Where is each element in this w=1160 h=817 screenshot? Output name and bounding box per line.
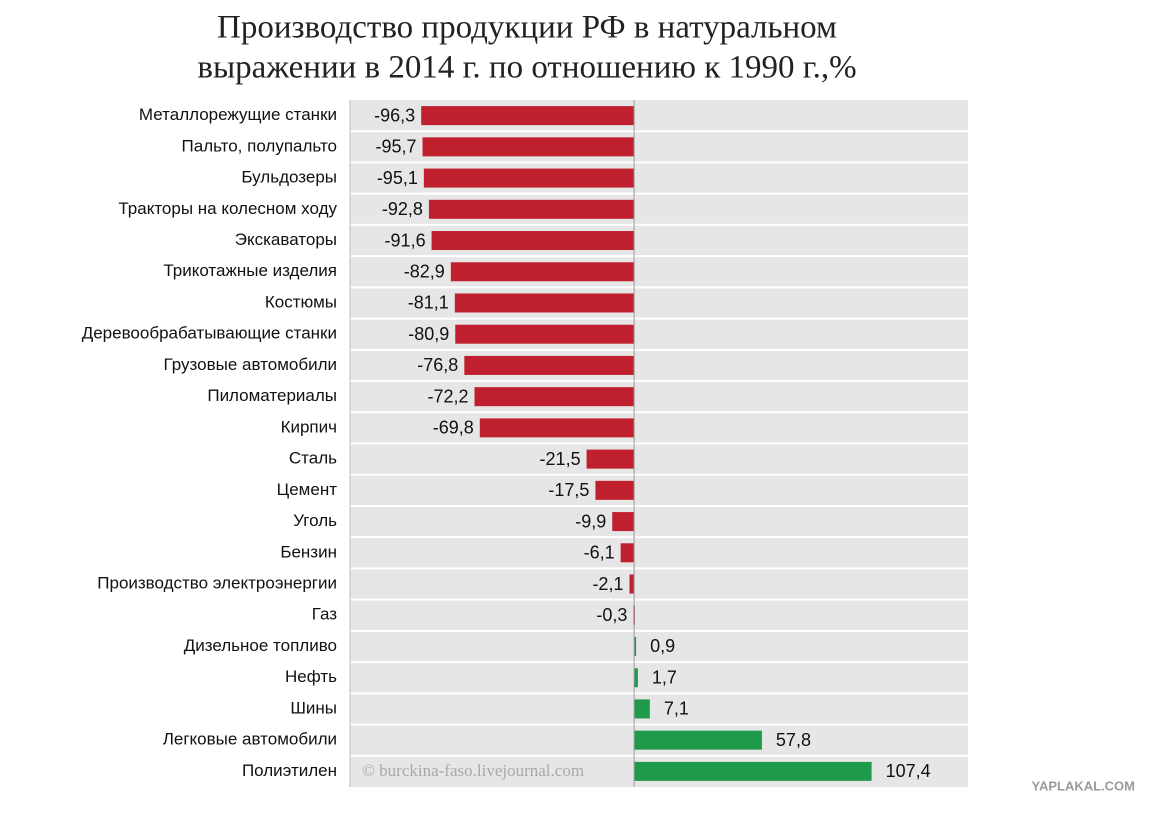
- value-label: -96,3: [374, 105, 415, 125]
- category-label: Трикотажные изделия: [163, 261, 337, 280]
- value-label: -21,5: [540, 449, 581, 469]
- bar: [634, 699, 650, 719]
- category-label: Костюмы: [265, 292, 337, 311]
- category-label: Сталь: [289, 449, 337, 468]
- bar: [423, 168, 635, 188]
- bar: [634, 668, 638, 688]
- category-label: Газ: [312, 605, 338, 624]
- value-label: -76,8: [417, 355, 458, 375]
- category-label: Бульдозеры: [241, 168, 337, 187]
- value-label: 1,7: [652, 667, 677, 687]
- category-label: Экскаваторы: [235, 230, 337, 249]
- category-label: Шины: [290, 698, 337, 717]
- category-label: Бензин: [280, 542, 337, 561]
- value-label: -72,2: [427, 386, 468, 406]
- value-label: -95,7: [375, 137, 416, 157]
- value-label: -69,8: [433, 418, 474, 438]
- bar: [595, 480, 635, 500]
- bar: [428, 199, 635, 219]
- category-label: Тракторы на колесном ходу: [118, 199, 337, 218]
- value-label: -2,1: [592, 574, 623, 594]
- value-label: -81,1: [408, 293, 449, 313]
- category-label: Полиэтилен: [242, 761, 337, 780]
- value-label: -0,3: [596, 605, 627, 625]
- category-label: Металлорежущие станки: [139, 105, 337, 124]
- category-label: Кирпич: [281, 417, 337, 436]
- category-label: Пиломатериалы: [207, 386, 337, 405]
- watermark: YAPLAKAL.COM: [1031, 778, 1135, 793]
- chart-title: выражении в 2014 г. по отношению к 1990 …: [197, 50, 856, 86]
- category-label: Нефть: [285, 667, 337, 686]
- bar: [634, 636, 637, 656]
- bar: [450, 262, 635, 282]
- bar: [634, 730, 762, 750]
- bar: [464, 355, 635, 375]
- value-label: 57,8: [776, 730, 811, 750]
- bar: [634, 761, 872, 781]
- bar: [421, 106, 635, 126]
- bar: [431, 231, 635, 251]
- value-label: -80,9: [408, 324, 449, 344]
- value-label: -9,9: [575, 511, 606, 531]
- bar: [454, 293, 635, 313]
- bar: [422, 137, 635, 157]
- category-label: Уголь: [293, 511, 337, 530]
- bar: [455, 324, 635, 344]
- chart-title: Производство продукции РФ в натуральном: [217, 10, 837, 46]
- watermark: © burckina-faso.livejournal.com: [362, 761, 584, 780]
- value-label: -92,8: [382, 199, 423, 219]
- value-label: 0,9: [650, 636, 675, 656]
- category-label: Легковые автомобили: [163, 730, 337, 749]
- category-label: Цемент: [277, 480, 338, 499]
- value-label: -6,1: [584, 543, 615, 563]
- bar: [586, 449, 635, 469]
- category-label: Грузовые автомобили: [164, 355, 337, 374]
- category-label: Пальто, полупальто: [182, 136, 337, 155]
- value-label: -91,6: [385, 230, 426, 250]
- value-label: 7,1: [664, 699, 689, 719]
- category-label: Дизельное топливо: [184, 636, 337, 655]
- bar: [629, 574, 635, 594]
- bar: [479, 418, 635, 438]
- value-label: -95,1: [377, 168, 418, 188]
- bar: [620, 543, 635, 563]
- category-label: Деревообрабатывающие станки: [82, 324, 337, 343]
- bar: [474, 387, 635, 407]
- value-label: -82,9: [404, 262, 445, 282]
- value-label: -17,5: [548, 480, 589, 500]
- value-label: 107,4: [886, 761, 931, 781]
- category-label: Производство электроэнергии: [97, 574, 337, 593]
- bar: [612, 512, 635, 532]
